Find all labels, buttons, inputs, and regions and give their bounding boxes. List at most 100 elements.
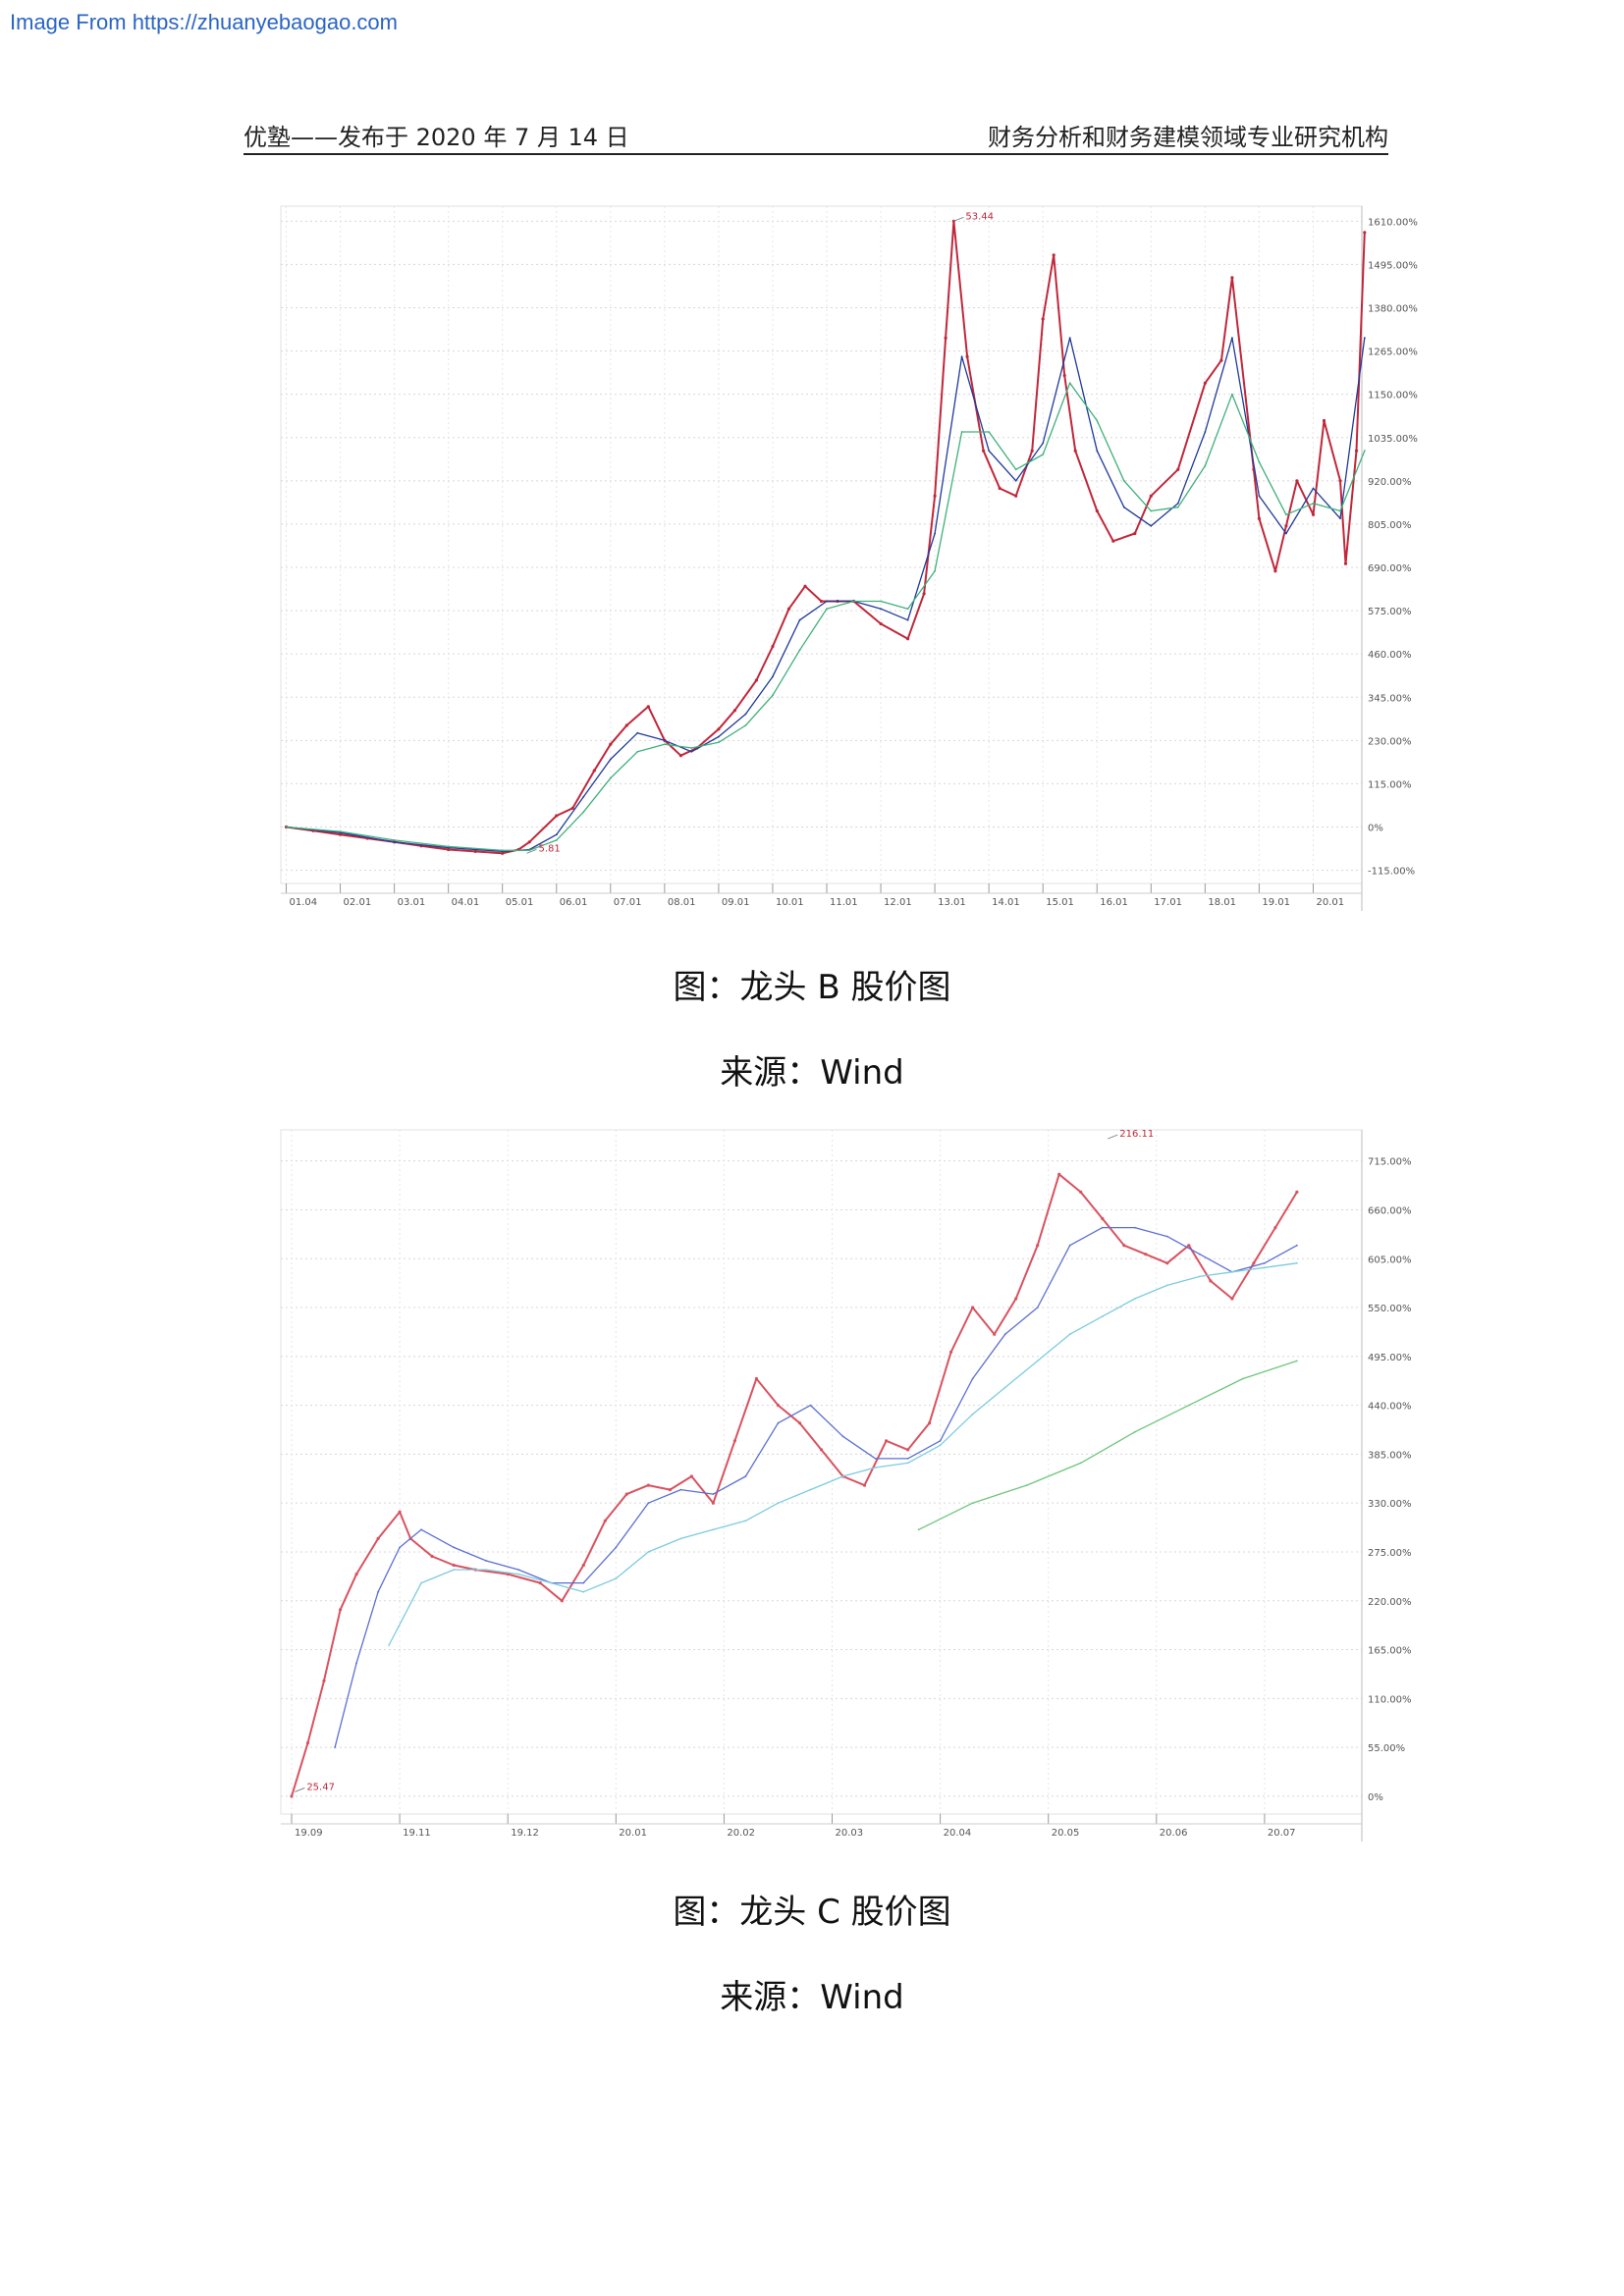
series-1-point [290,1794,294,1798]
plot-area [280,205,1363,884]
series-1-point [678,754,682,758]
series-3-point [1068,1333,1071,1336]
x-tick-label: 18.01 [1208,897,1236,908]
series-1-point [1073,449,1077,453]
series-1-point [1295,479,1299,483]
series-3-point [1204,464,1207,467]
series-1-point [1322,418,1326,423]
x-tick-label: 16.01 [1100,897,1128,908]
series-2-point [939,1439,942,1442]
series-3-point [1231,1270,1233,1273]
series-1-point [906,637,910,641]
series-3-point [1101,1315,1104,1317]
series-3-point [647,1551,650,1553]
series-1-point [1014,494,1018,498]
series-3-point [971,1413,974,1415]
x-tick-label: 10.01 [776,897,804,908]
series-4-point [1242,1377,1244,1380]
series-1-point [732,709,736,713]
series-3-point [1150,509,1153,512]
series-3-point [1003,1386,1006,1389]
series-1-point [1030,449,1034,453]
chart-c-svg: 715.00% 660.00% 605.00% 550.00% 495.00% 440.0… [280,1129,1412,1842]
y-tick-label: 495.00% [1368,1353,1412,1363]
series-3-point [447,845,450,848]
series-1-point [993,1332,997,1336]
y-tick-label: 55.00% [1368,1743,1405,1754]
y-tick-label: 0% [1368,1792,1383,1803]
series-2-point [636,731,639,734]
series-2-point [934,532,936,535]
y-tick-label: 660.00% [1368,1205,1412,1216]
y-tick-label: 220.00% [1368,1597,1412,1608]
series-3-point [826,608,828,611]
x-tick-label: 20.07 [1268,1828,1296,1839]
series-2-point [1014,479,1017,482]
series-1-point [1343,561,1348,565]
series-1-point [1149,494,1153,498]
series-line-1 [291,1173,1298,1797]
series-1-point [1062,373,1066,378]
chart-b-svg: 1610.00% 1495.00% 1380.00% 1265.00% 1150.00%… [280,205,1418,911]
series-2-point [874,1458,877,1460]
series-1-point [1363,231,1367,235]
figure-c-caption: 图：龙头 C 股价图 [673,1893,951,1932]
series-2-point [399,1546,401,1549]
series-2-point [1003,1333,1006,1336]
series-3-point [609,776,612,779]
watermark[interactable]: Image From https://zhuanyebaogao.com [10,10,398,34]
series-2-point [744,713,747,716]
series-3-point [960,431,963,433]
series-1-point [933,494,937,498]
series-3-point [582,811,585,814]
series-2-point [647,1502,650,1505]
series-1-point [797,1421,802,1425]
series-1-point [771,644,775,649]
series-1-point [1284,524,1288,528]
x-tick-label: 19.11 [403,1828,431,1839]
x-tick-label: 01.04 [290,897,318,908]
series-3-point [1296,1261,1298,1264]
series-1-point [1273,569,1277,573]
series-2-point [1133,1226,1136,1229]
series-1-point [1257,516,1261,520]
series-1-point [732,1439,736,1443]
series-3-point [1363,450,1366,453]
series-2-point [582,795,585,798]
series-2-point [582,1581,585,1584]
series-1-point [819,599,824,604]
series-1-point [1176,467,1180,471]
y-tick-label: 605.00% [1368,1255,1412,1265]
series-1-point [1209,1279,1213,1283]
series-1-point [998,486,1001,491]
series-3-point [388,1644,390,1646]
y-tick-label: 805.00% [1368,520,1412,531]
series-3-point [1036,1360,1039,1362]
series-2-point [1363,337,1366,340]
series-1-point [354,1573,358,1576]
series-3-point [690,747,693,749]
series-2-point [664,739,666,742]
series-2-point [826,600,828,603]
series-1-point [1036,1244,1040,1248]
series-3-point [555,839,558,841]
x-tick-label: 08.01 [668,897,696,908]
y-tick-label: 1380.00% [1368,304,1418,315]
series-3-point [420,1581,422,1584]
series-2-point [355,1662,357,1664]
series-1-point [560,1599,564,1603]
y-tick-label: 690.00% [1368,563,1412,574]
series-2-point [712,1493,715,1495]
series-2-point [453,1546,456,1549]
x-tick-label: 20.03 [836,1828,864,1839]
series-2-point [1122,506,1125,508]
series-3-point [453,1569,456,1571]
figure-b-source: 来源：Wind [720,1053,904,1093]
series-1-point [1295,1190,1299,1194]
series-3-point [718,741,720,744]
series-3-point [1014,468,1017,471]
series-3-point [1199,1275,1201,1278]
y-tick-label: 230.00% [1368,736,1412,747]
series-3-point [939,1444,942,1447]
y-tick-label: 275.00% [1368,1548,1412,1559]
